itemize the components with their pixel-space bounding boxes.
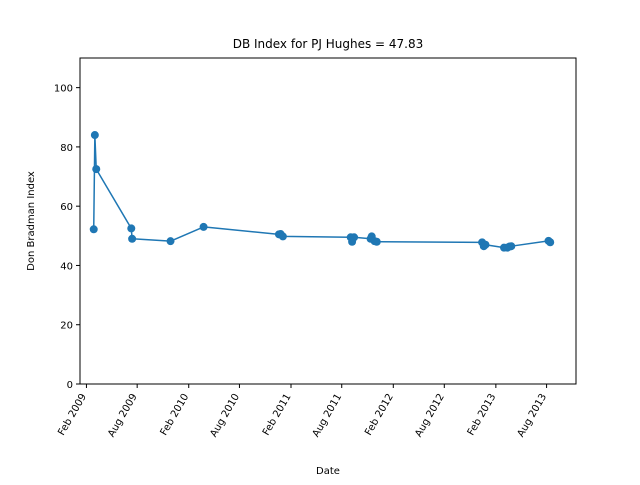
y-tick-label: 0 <box>67 380 73 391</box>
data-point <box>372 237 381 246</box>
data-point <box>546 238 555 247</box>
data-point <box>199 222 208 231</box>
x-axis-label: Date <box>316 466 340 477</box>
data-point <box>92 165 101 174</box>
y-tick-label: 20 <box>60 321 73 332</box>
data-point <box>481 240 490 249</box>
data-point <box>90 131 99 140</box>
x-tick-label: Aug 2009 <box>106 392 140 439</box>
data-point <box>127 224 136 233</box>
plot-area <box>89 131 555 252</box>
y-tick-label: 40 <box>60 261 73 272</box>
data-point <box>89 225 98 234</box>
data-point <box>350 233 359 242</box>
x-tick-label: Feb 2010 <box>159 392 192 438</box>
y-axis-label: Don Bradman Index <box>26 171 37 271</box>
data-point <box>166 237 175 246</box>
y-tick-label: 100 <box>54 84 73 95</box>
x-tick-label: Feb 2013 <box>466 392 499 438</box>
series-line <box>92 134 551 249</box>
x-tick-label: Feb 2009 <box>56 392 89 438</box>
chart-title: DB Index for PJ Hughes = 47.83 <box>233 37 424 51</box>
y-tick-label: 80 <box>60 143 73 154</box>
x-tick-label: Aug 2013 <box>516 392 550 439</box>
data-point <box>507 242 516 251</box>
data-point <box>128 234 137 243</box>
x-tick-label: Feb 2011 <box>261 392 294 438</box>
y-axis: 0 20 40 60 80 100 <box>54 84 80 391</box>
y-tick-label: 60 <box>60 202 73 213</box>
x-axis: Feb 2009 Aug 2009 Feb 2010 Aug 2010 Feb 2011… <box>56 384 549 439</box>
x-tick-label: Aug 2012 <box>413 392 447 439</box>
x-tick-label: Aug 2011 <box>311 392 345 439</box>
x-tick-label: Feb 2012 <box>363 392 396 438</box>
x-tick-label: Aug 2010 <box>208 392 242 439</box>
plot-frame <box>79 57 577 385</box>
data-point <box>278 232 287 241</box>
